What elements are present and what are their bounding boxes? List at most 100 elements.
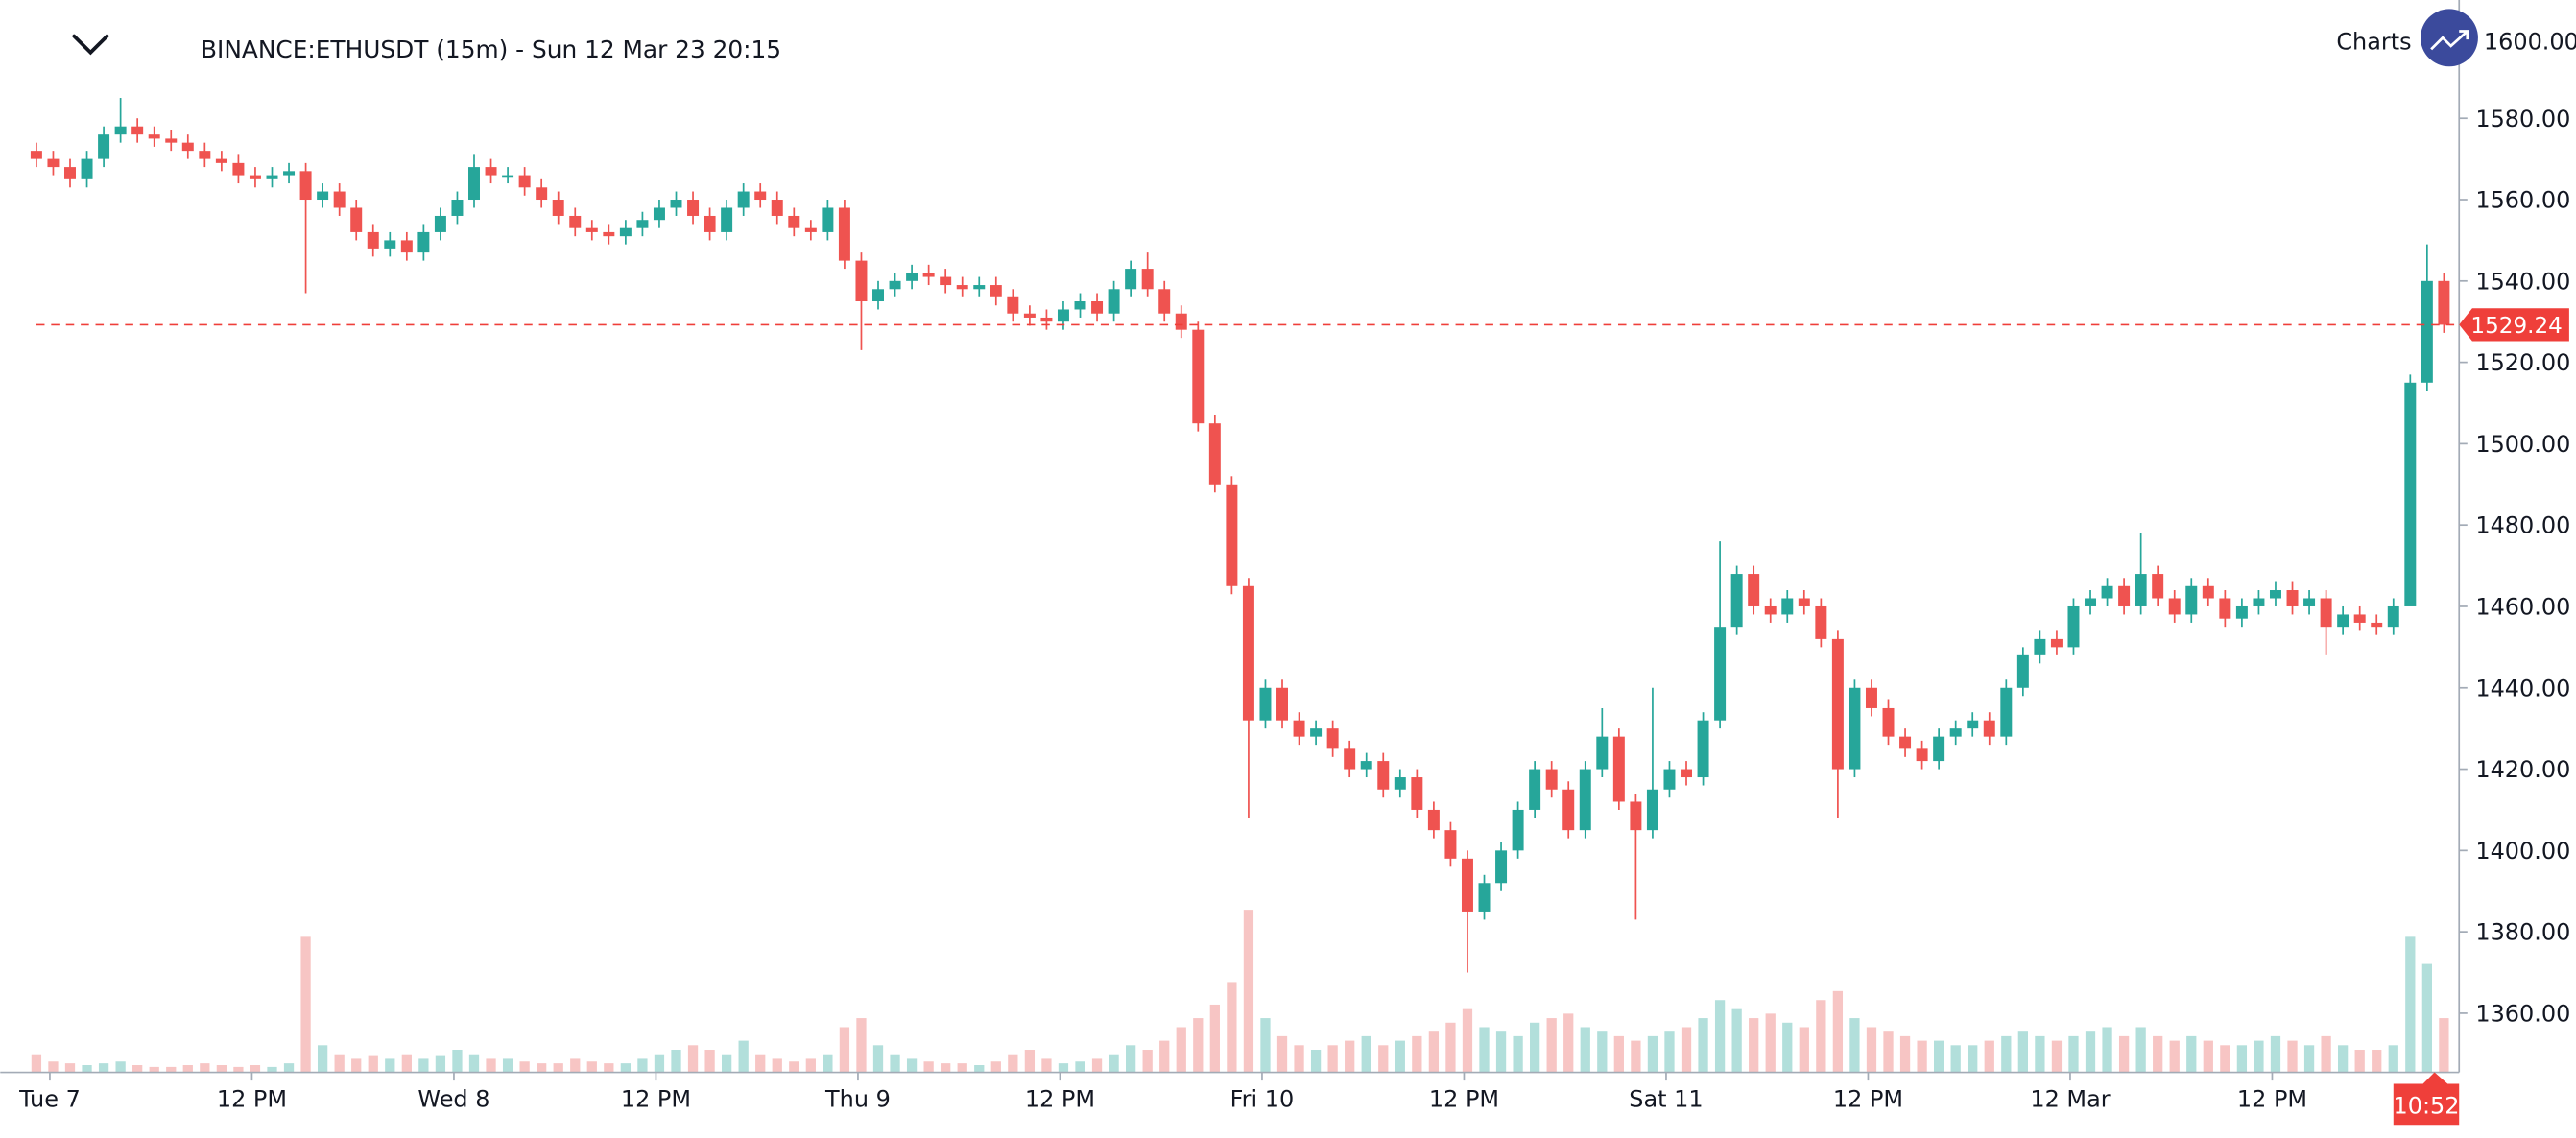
volume-bar <box>1193 1018 1204 1073</box>
volume-bar <box>401 1054 412 1073</box>
candle <box>299 162 312 294</box>
candle-body <box>367 231 379 249</box>
logo[interactable]: 1600.00 Charts <box>2336 9 2576 67</box>
candle <box>1242 578 1254 818</box>
candle-body <box>1916 748 1928 762</box>
volume-bar <box>2102 1027 2112 1073</box>
candle <box>2320 590 2332 655</box>
candle <box>2337 605 2349 635</box>
chevron-down-icon[interactable] <box>72 34 109 56</box>
volume-bar <box>1445 1022 1456 1073</box>
volume-bar <box>2118 1035 2130 1073</box>
volume-bar <box>2321 1035 2331 1073</box>
candle <box>704 207 716 241</box>
candle <box>1208 415 1221 493</box>
volume-bar <box>267 1066 277 1073</box>
candle <box>1141 252 1154 297</box>
candle-body <box>1276 687 1288 721</box>
candle-body <box>2303 598 2316 606</box>
candle <box>2438 273 2450 333</box>
volume-bar <box>351 1058 362 1073</box>
time-tick-label: 12 PM <box>2237 1085 2307 1112</box>
volume-bar <box>468 1054 480 1073</box>
candle-body <box>1933 736 1945 762</box>
price-tick-label: 1540.00 <box>2475 268 2570 295</box>
candle <box>1310 720 1323 746</box>
candle-body <box>855 260 868 302</box>
candle-body <box>1141 269 1154 290</box>
volume-bar <box>1782 1022 1793 1073</box>
candle-body <box>81 158 93 179</box>
candle-body <box>721 207 733 232</box>
candle-body <box>1175 313 1187 330</box>
candle <box>1226 476 1238 595</box>
candle-body <box>990 285 1002 297</box>
candle <box>181 134 194 159</box>
volume-bar <box>1546 1018 1557 1073</box>
candle-body <box>1360 761 1372 770</box>
time-tick-label: 12 PM <box>621 1085 691 1112</box>
candle-body <box>215 158 227 163</box>
candle-body <box>1764 605 1777 615</box>
candle <box>906 264 918 290</box>
volume-bar <box>149 1066 159 1073</box>
volume-bar <box>586 1061 597 1073</box>
price-axis[interactable]: 1580.00 1560.00 1540.00 1520.00 1500.00 1480.… <box>2458 0 2570 1073</box>
candle-body <box>30 151 42 159</box>
candle-body <box>1697 720 1709 778</box>
volume-bar <box>385 1058 395 1073</box>
candle <box>1916 740 1928 770</box>
volume-bar <box>1731 1008 1742 1073</box>
volume-bar <box>1395 1040 1405 1073</box>
candle <box>1377 752 1390 798</box>
candle <box>1612 728 1625 810</box>
volume-bar <box>1816 1000 1826 1073</box>
candle-body <box>1714 627 1727 721</box>
candle <box>754 183 767 208</box>
candle <box>502 167 514 184</box>
candle-body <box>1125 269 1137 290</box>
volume-bar <box>115 1061 126 1073</box>
candle <box>1798 590 1810 615</box>
volume-bar <box>941 1063 951 1073</box>
candle <box>2000 679 2013 746</box>
volume-bar <box>620 1063 632 1073</box>
candle <box>872 280 884 310</box>
candle-body <box>1057 309 1069 322</box>
candle-body <box>636 220 649 228</box>
volume-bar <box>2303 1045 2315 1073</box>
volume-bar <box>1849 1018 1860 1073</box>
candle <box>199 142 211 168</box>
volume-bar <box>654 1054 665 1073</box>
candle-body <box>2337 614 2349 628</box>
candle <box>485 158 497 184</box>
candle-body <box>872 289 884 302</box>
candle-body <box>131 126 144 135</box>
candle-body <box>400 240 413 253</box>
candle-body <box>2421 280 2433 383</box>
candle <box>1831 630 1844 818</box>
candle-body <box>2152 574 2164 599</box>
candle <box>1849 679 1861 778</box>
candle <box>1394 769 1406 798</box>
volume-bar <box>1479 1027 1490 1073</box>
candle-body <box>232 162 245 176</box>
candle <box>569 207 582 237</box>
candle <box>838 200 850 270</box>
volume-bar <box>166 1066 177 1073</box>
volume-bar <box>1294 1045 1304 1073</box>
candle-body <box>1293 720 1305 737</box>
candle <box>2371 614 2383 635</box>
volume-bar <box>250 1065 261 1073</box>
candle-body <box>468 167 480 201</box>
candle <box>1427 801 1440 839</box>
candle <box>619 220 632 245</box>
candle <box>2253 590 2265 615</box>
time-axis[interactable]: Tue 7 12 PM Wed 8 12 PM Thu 9 12 PM Fri 10 12 P… <box>0 1071 2460 1113</box>
volume-bar <box>98 1063 109 1073</box>
volume-bar <box>1428 1031 1440 1073</box>
candle <box>653 200 665 228</box>
candle <box>990 276 1002 306</box>
candle-body <box>1007 296 1019 314</box>
